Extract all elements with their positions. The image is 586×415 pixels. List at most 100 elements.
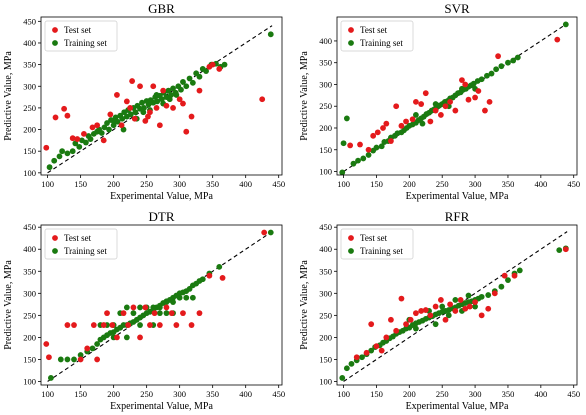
training-point [145, 101, 152, 108]
training-point [71, 356, 77, 363]
training-point [51, 157, 58, 164]
test-point [347, 142, 354, 149]
test-point [447, 98, 453, 105]
x-tick-label: 450 [567, 389, 580, 399]
training-point [170, 299, 176, 306]
test-point [457, 297, 464, 303]
chart-title: RFR [445, 209, 470, 224]
training-point [59, 148, 66, 155]
test-point [43, 144, 50, 151]
legend-marker-train [52, 248, 58, 254]
y-tick-label: 300 [23, 288, 36, 298]
test-point [413, 310, 419, 317]
legend-label-train: Training set [64, 246, 107, 256]
x-tick-label: 150 [370, 179, 383, 189]
plot-frame [336, 16, 578, 176]
training-point [556, 247, 563, 254]
chart-panel-gbr: GBR 100 150 200 250 300 350 400 450 100 150 200 250 3… [3, 1, 285, 202]
plot-frame [336, 224, 578, 386]
x-tick-label: 150 [370, 389, 383, 399]
legend-label-train: Training set [360, 38, 403, 48]
test-point [466, 303, 473, 310]
legend-marker-test [348, 235, 354, 241]
training-point [69, 148, 76, 155]
test-point [180, 100, 186, 107]
test-point [107, 111, 114, 118]
training-point [165, 87, 172, 94]
training-point [132, 109, 139, 116]
test-point [432, 303, 439, 310]
test-point [418, 308, 425, 314]
test-point [209, 61, 216, 68]
test-point [94, 122, 101, 129]
training-point [505, 277, 511, 283]
test-point [363, 349, 370, 356]
x-tick-label: 150 [74, 179, 87, 189]
test-point [393, 327, 400, 334]
test-point [163, 304, 170, 311]
test-point [137, 334, 143, 341]
test-point [365, 146, 372, 153]
y-tick-label: 150 [319, 145, 332, 155]
training-point [478, 76, 485, 83]
test-point [64, 112, 71, 119]
test-point [147, 109, 153, 116]
training-point [459, 85, 465, 92]
test-point [413, 98, 419, 105]
x-tick-label: 100 [41, 179, 54, 189]
training-point [119, 115, 126, 122]
y-tick-label: 350 [23, 60, 36, 70]
training-point [82, 139, 89, 146]
test-point [130, 304, 137, 311]
training-point [439, 303, 446, 310]
test-point [427, 118, 434, 125]
test-point [501, 272, 508, 279]
test-point [374, 129, 381, 136]
test-point [142, 304, 149, 311]
training-point [516, 267, 523, 274]
test-point [462, 305, 469, 312]
test-point [478, 312, 485, 319]
test-point [554, 36, 561, 43]
test-point [109, 322, 116, 328]
legend-marker-test [52, 27, 58, 33]
test-point [511, 272, 518, 279]
y-tick-label: 200 [319, 123, 332, 133]
y-axis-label: Predictive Value, MPa [3, 51, 14, 141]
test-point [432, 107, 439, 114]
training-point [373, 144, 380, 151]
legend-label-test: Test set [360, 25, 388, 35]
legend-label-test: Test set [360, 233, 388, 243]
test-point [71, 322, 77, 328]
training-point [562, 21, 569, 28]
training-point [498, 283, 505, 290]
test-point [114, 92, 120, 98]
x-tick-label: 400 [239, 389, 252, 399]
y-tick-label: 200 [23, 125, 36, 135]
training-point [153, 92, 160, 98]
test-point [403, 321, 409, 328]
training-point [413, 325, 419, 332]
test-point [150, 83, 157, 90]
test-point [188, 322, 195, 328]
test-point [465, 96, 472, 103]
training-point [432, 321, 439, 328]
test-point [219, 274, 226, 281]
training-point [368, 347, 375, 354]
chart-panel-rfr: RFR 100 150 200 250 300 350 400 450 100 150 200 250 3… [299, 209, 580, 412]
training-point [355, 157, 361, 164]
test-point [398, 122, 405, 129]
test-point [491, 290, 498, 297]
test-point [156, 322, 163, 328]
test-point [462, 81, 469, 88]
training-point [87, 136, 94, 142]
test-point [180, 310, 186, 317]
training-point [170, 85, 176, 92]
training-point [150, 304, 157, 311]
test-point [123, 98, 130, 105]
legend-label-test: Test set [64, 25, 92, 35]
training-point [123, 304, 130, 311]
test-point [173, 322, 180, 328]
test-point [482, 107, 488, 114]
training-point [180, 79, 186, 85]
